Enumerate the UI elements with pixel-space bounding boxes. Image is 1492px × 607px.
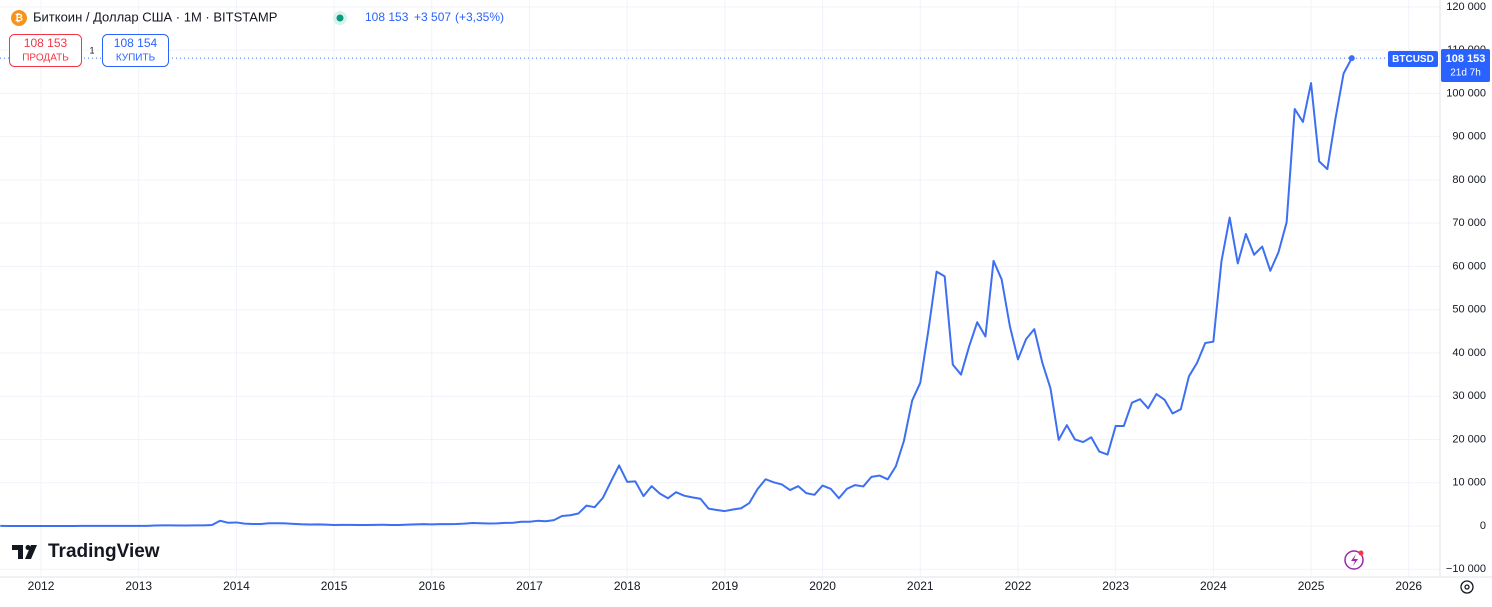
logo-dot <box>25 545 31 550</box>
header-change-pct: (+3,35%) <box>455 10 504 24</box>
sell-price: 108 153 <box>24 36 68 50</box>
grid <box>0 0 1440 577</box>
market-status-dot <box>336 14 344 22</box>
brand-logo <box>12 545 37 559</box>
price-tag <box>1441 49 1490 82</box>
x-tick-label: 2012 <box>28 579 55 593</box>
sell-label: ПРОДАТЬ <box>22 53 69 64</box>
x-tick-label: 2017 <box>516 579 543 593</box>
symbol-tag <box>1388 51 1438 67</box>
brand-name: TradingView <box>48 541 160 562</box>
plot <box>0 55 1440 527</box>
y-tick-label: 20 000 <box>1452 433 1486 445</box>
y-tick-label: 70 000 <box>1452 217 1486 229</box>
price-tag-price: 108 153 <box>1446 53 1486 65</box>
logo-mark <box>12 545 23 559</box>
coin-icon-glyph: ₿ <box>15 12 23 24</box>
alert-bolt <box>1351 554 1358 566</box>
y-tick-label: 30 000 <box>1452 390 1486 402</box>
y-tick-label: −10 000 <box>1446 563 1486 575</box>
spread: 1 <box>89 45 94 55</box>
x-tick-label: 2020 <box>809 579 836 593</box>
y-tick-label: 120 000 <box>1446 1 1486 13</box>
y-tick-label: 90 000 <box>1452 131 1486 143</box>
axes: −10 000 0 10 000 20 000 30 000 40 000 50 000 60… <box>28 1 1486 593</box>
header-change: +3 507 <box>414 10 451 24</box>
y-tick-label: 40 000 <box>1452 347 1486 359</box>
y-tick-label: 10 000 <box>1452 477 1486 489</box>
price-tag-countdown: 21d 7h <box>1450 68 1481 79</box>
logo-slash <box>25 545 37 559</box>
x-tick-label: 2023 <box>1102 579 1129 593</box>
y-tick-label: 60 000 <box>1452 260 1486 272</box>
settings-icon-center <box>1464 584 1470 590</box>
y-tick-label: 80 000 <box>1452 174 1486 186</box>
last-point <box>1348 55 1355 62</box>
y-tick-label: 100 000 <box>1446 87 1486 99</box>
buy-button[interactable] <box>102 34 169 67</box>
x-tick-label: 2016 <box>418 579 445 593</box>
x-tick-label: 2026 <box>1395 579 1422 593</box>
buy-label: КУПИТЬ <box>116 53 156 64</box>
x-tick-label: 2024 <box>1200 579 1227 593</box>
x-tick-label: 2025 <box>1298 579 1325 593</box>
alert-icon[interactable] <box>1344 550 1364 570</box>
y-tick-label: 0 <box>1480 520 1486 532</box>
x-tick-label: 2019 <box>712 579 739 593</box>
price-line <box>0 57 1353 527</box>
header-last: 108 153 <box>365 10 409 24</box>
x-tick-label: 2021 <box>907 579 934 593</box>
buy-price: 108 154 <box>114 36 158 50</box>
x-tick-label: 2013 <box>125 579 152 593</box>
symbol-tag-text: BTCUSD <box>1392 54 1434 65</box>
y-tick-label: 50 000 <box>1452 304 1486 316</box>
x-tick-label: 2015 <box>321 579 348 593</box>
settings-icon[interactable] <box>1460 580 1474 594</box>
chart-title: Биткоин / Доллар США · 1M · BITSTAMP <box>33 9 277 24</box>
x-tick-label: 2014 <box>223 579 250 593</box>
x-tick-label: 2018 <box>614 579 641 593</box>
alert-badge <box>1358 550 1364 556</box>
coin-icon <box>11 10 27 26</box>
sell-button[interactable] <box>9 34 82 67</box>
x-tick-label: 2022 <box>1005 579 1032 593</box>
